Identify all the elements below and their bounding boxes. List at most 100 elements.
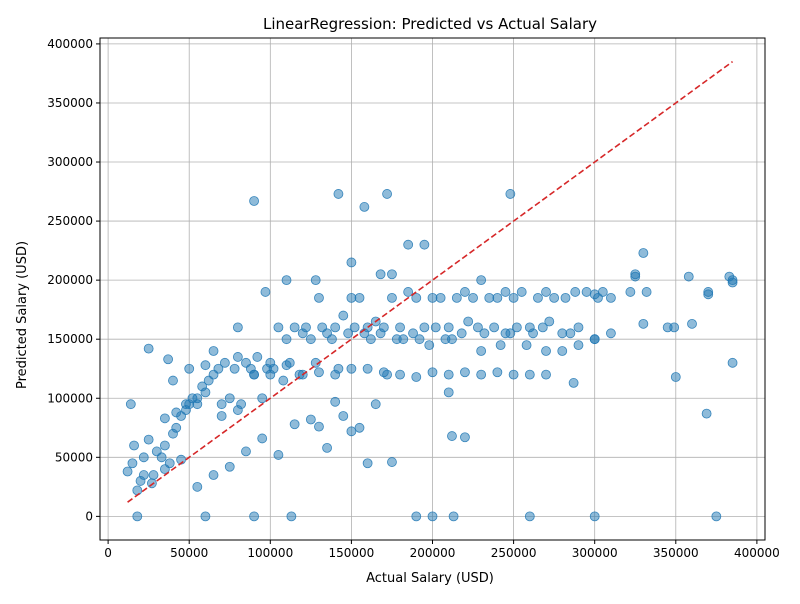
data-point (473, 322, 483, 333)
data-point (403, 239, 414, 250)
data-point (224, 393, 235, 404)
data-point (711, 511, 722, 522)
data-point (327, 334, 337, 345)
y-tick-label: 150000 (47, 332, 93, 346)
y-tick-label: 100000 (47, 391, 93, 405)
data-point (156, 452, 167, 463)
data-point (476, 346, 487, 356)
grid-lines (100, 38, 765, 540)
data-point (249, 369, 259, 380)
data-point (330, 322, 341, 333)
data-point (557, 328, 568, 339)
data-point (286, 511, 297, 522)
data-point (125, 399, 136, 410)
y-tick-label: 200000 (47, 273, 93, 287)
data-point (159, 413, 170, 424)
data-point (370, 399, 381, 410)
data-point (273, 450, 284, 460)
x-tick-label: 100000 (247, 546, 293, 560)
data-point (305, 334, 316, 345)
data-point (229, 363, 240, 374)
data-point (508, 369, 519, 380)
data-point (727, 275, 738, 286)
data-point (669, 322, 680, 333)
x-tick-label: 0 (104, 546, 112, 560)
data-point (573, 322, 584, 333)
data-point (232, 352, 243, 362)
data-point (443, 387, 454, 398)
data-point (408, 328, 418, 339)
data-point (460, 432, 470, 443)
data-point (443, 322, 454, 333)
reference-line (127, 60, 734, 503)
data-point (581, 287, 592, 297)
data-point (208, 346, 219, 356)
data-point (219, 357, 230, 368)
data-point (638, 248, 649, 258)
data-point (171, 422, 182, 433)
data-point (362, 458, 373, 469)
data-point (683, 271, 694, 282)
data-point (516, 287, 527, 297)
data-point (430, 322, 441, 333)
y-axis-label: Predicted Salary (USD) (15, 241, 30, 389)
data-point (508, 292, 519, 303)
data-point (200, 360, 211, 371)
data-point (330, 369, 341, 380)
y-tick-label: 0 (85, 509, 93, 523)
data-point (533, 292, 543, 303)
data-point (232, 322, 243, 333)
data-point (289, 419, 300, 430)
data-point (435, 292, 446, 303)
data-point (200, 511, 211, 522)
data-point (427, 292, 438, 303)
data-point (411, 292, 422, 303)
data-point (168, 375, 178, 386)
data-point (382, 189, 392, 199)
data-point (492, 292, 503, 303)
data-point (701, 408, 712, 419)
data-point (505, 189, 516, 199)
data-point (349, 322, 360, 333)
data-point (310, 275, 321, 286)
data-point (322, 442, 332, 453)
data-point (419, 322, 430, 333)
data-point (338, 411, 349, 421)
data-point (216, 399, 227, 410)
x-axis-ticks: 0 50000 100000 150000 200000 250000 300000 3500… (104, 540, 780, 560)
y-tick-label: 250000 (47, 214, 93, 228)
data-point (387, 292, 397, 303)
data-point (249, 511, 259, 522)
data-point (129, 440, 139, 451)
x-tick-label: 150000 (328, 546, 374, 560)
data-point (192, 393, 203, 404)
data-point (549, 292, 560, 303)
data-point (362, 363, 373, 374)
data-point (200, 387, 211, 398)
data-point (192, 481, 203, 492)
data-point (484, 292, 495, 303)
data-point (260, 287, 271, 297)
data-point (330, 396, 341, 407)
data-point (289, 322, 300, 333)
data-point (451, 292, 462, 303)
data-point (375, 269, 386, 280)
data-point (224, 461, 235, 472)
data-point (232, 405, 243, 415)
data-point (249, 196, 259, 206)
data-point (148, 470, 159, 480)
data-point (537, 322, 548, 333)
data-point (163, 354, 174, 365)
data-point (500, 287, 511, 297)
data-point (524, 511, 535, 522)
x-tick-label: 300000 (572, 546, 618, 560)
data-point (281, 334, 292, 345)
data-point (208, 470, 219, 480)
data-point (521, 340, 532, 351)
x-tick-label: 200000 (410, 546, 456, 560)
data-point (589, 334, 600, 345)
data-point (638, 318, 649, 329)
data-point (460, 367, 470, 378)
